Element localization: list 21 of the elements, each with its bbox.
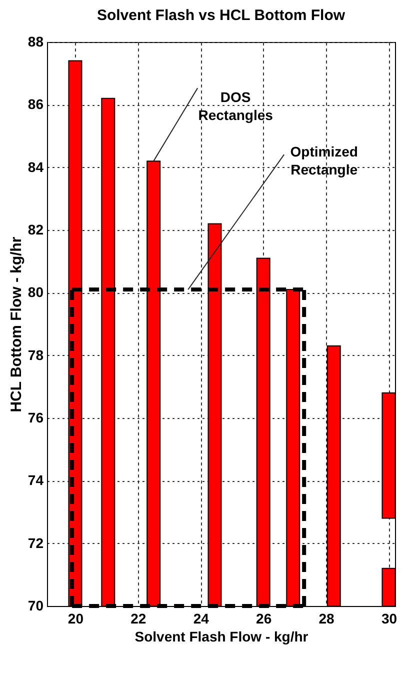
x-tick-label: 20: [68, 610, 84, 626]
y-tick-label: 82: [28, 222, 44, 238]
y-tick-label: 76: [28, 410, 44, 426]
x-tick-label: 24: [193, 610, 210, 626]
x-tick-label: 30: [381, 610, 398, 626]
y-tick-label: 74: [28, 472, 44, 488]
chart-title: Solvent Flash vs HCL Bottom Flow: [96, 7, 346, 24]
y-tick-label: 72: [28, 534, 44, 551]
x-tick-label: 22: [130, 610, 146, 626]
x-tick-label: 28: [318, 610, 335, 626]
x-tick-label: 26: [256, 610, 272, 626]
y-tick-label: 88: [28, 34, 44, 50]
annotation: Optimized Rectangle: [290, 144, 358, 178]
y-tick-label: 86: [28, 96, 44, 112]
x-axis-title: Solvent Flash Flow - kg/hr: [134, 628, 309, 644]
y-tick-label: 78: [28, 346, 44, 363]
annotation: DOS Rectangles: [198, 89, 274, 124]
y-tick-label: 80: [28, 284, 44, 300]
y-axis-title: HCL Bottom Flow - kg/hr: [8, 236, 25, 412]
y-tick-label: 84: [28, 158, 44, 175]
y-tick-label: 70: [28, 598, 44, 614]
